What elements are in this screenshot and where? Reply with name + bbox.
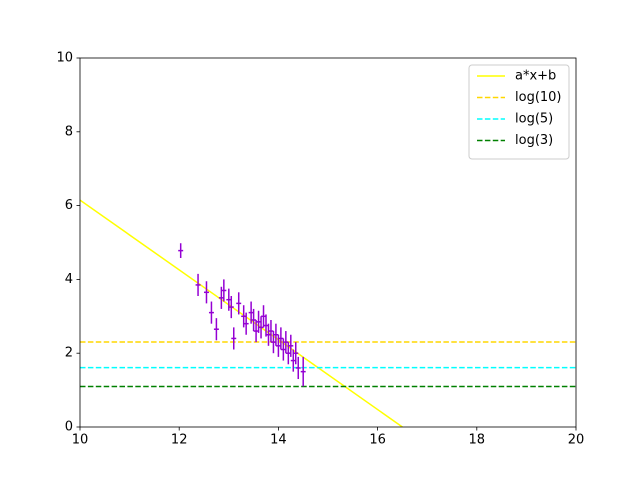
x-tick-label: 18 [469,433,486,448]
y-tick-label: 8 [65,124,73,139]
y-tick-label: 10 [56,51,73,66]
x-tick-label: 16 [369,433,386,448]
legend-label: log(5) [515,112,553,127]
x-tick-label: 14 [270,433,287,448]
x-tick-label: 12 [171,433,188,448]
reference-line [80,199,403,427]
plot-area [80,199,576,427]
y-tick-label: 0 [65,420,73,435]
legend-label: log(3) [515,133,553,148]
legend-label: a*x+b [515,69,556,84]
legend-label: log(10) [515,90,562,105]
axes-frame [79,57,577,428]
x-tick-label: 10 [72,433,89,448]
y-tick-label: 2 [65,346,73,361]
x-tick-label: 20 [568,433,585,448]
y-tick-label: 6 [65,198,73,213]
y-tick-label: 4 [65,272,73,287]
legend-box [468,64,570,160]
